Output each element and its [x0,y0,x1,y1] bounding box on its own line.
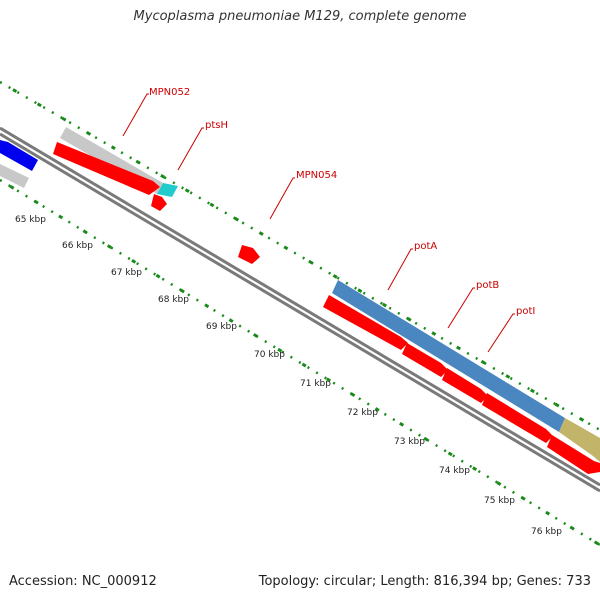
kbp-label-76: 76 kbp [531,527,562,537]
outer-major-ticks [0,80,600,432]
kbp-label-66: 66 kbp [62,241,93,251]
accession-text: Accession: NC_000912 [9,574,157,589]
gene-features [0,127,600,474]
cds-right [547,435,600,474]
kbp-label-67: 67 kbp [111,268,142,278]
outer-tick-ring [0,80,600,432]
kbp-labels: 65 kbp 66 kbp 67 kbp 68 kbp 69 kbp 70 kb… [15,215,562,537]
gene-olive-right [559,418,600,462]
gene-labels: MPN052 ptsH MPN054 potA potB potI [149,87,535,317]
kbp-label-72: 72 kbp [347,408,378,418]
cds-potB-part2 [442,368,488,403]
leader-MPN054 [269,177,295,220]
cds-MPN054 [238,245,260,264]
kbp-label-68: 68 kbp [158,295,189,305]
gene-gray-left [0,164,29,188]
genome-summary-text: Topology: circular; Length: 816,394 bp; … [258,574,591,589]
cds-potB-part1 [402,343,448,377]
leader-MPN052 [122,93,149,137]
gene-label-potB: potB [476,280,499,291]
gene-label-potI: potI [516,306,535,317]
cds-potA [323,295,408,350]
kbp-label-71: 71 kbp [300,379,331,389]
leader-potA [387,248,413,291]
kbp-label-75: 75 kbp [484,496,515,506]
cds-ptsH [151,194,167,211]
gene-label-MPN054: MPN054 [296,170,337,181]
leader-ptsH [177,127,204,171]
backbone-outer-line [0,126,600,487]
kbp-label-73: 73 kbp [394,437,425,447]
gene-label-ptsH: ptsH [205,120,228,131]
gene-blue-left [0,140,38,171]
inner-minor-ticks [0,178,600,547]
gene-leader-lines [122,93,515,353]
kbp-label-70: 70 kbp [254,350,285,360]
cds-MPN052 [53,142,160,195]
gene-cyan-ptsH [157,183,178,197]
kbp-label-74: 74 kbp [439,466,470,476]
gene-label-potA: potA [414,241,437,252]
inner-tick-ring [0,178,600,547]
cds-potI [482,393,553,443]
map-title: Mycoplasma pneumoniae M129, complete gen… [133,9,467,24]
gene-label-MPN052: MPN052 [149,87,190,98]
leader-potB [447,287,475,329]
genome-backbone [0,126,600,493]
kbp-label-65: 65 kbp [15,215,46,225]
kbp-label-69: 69 kbp [206,322,237,332]
gene-steel-pot-operon [332,280,565,432]
inner-major-ticks [0,178,600,547]
backbone-inner-line [0,132,600,493]
leader-potI [487,313,515,353]
